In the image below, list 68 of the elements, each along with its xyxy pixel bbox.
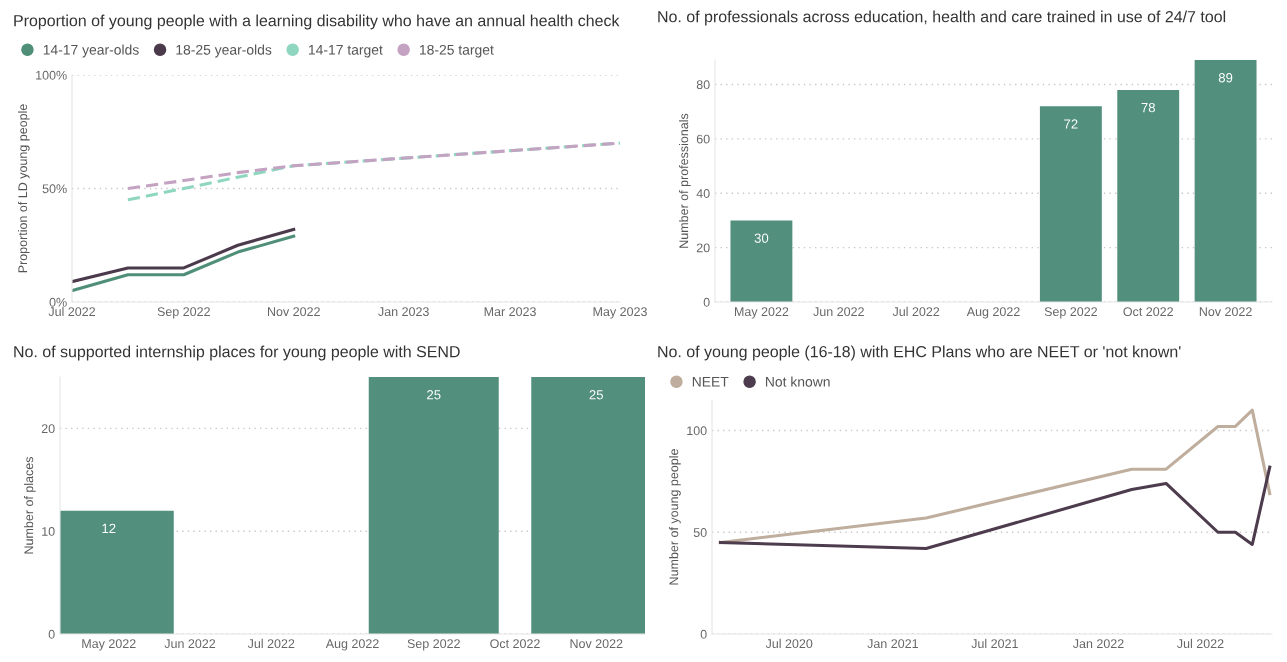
x-tick-label: Sep 2022 [407, 639, 460, 651]
x-tick-label: Sep 2022 [157, 307, 210, 319]
x-tick-label: Jul 2020 [765, 638, 813, 649]
x-tick-label: Jan 2022 [1072, 639, 1124, 649]
data-label: 78 [1141, 102, 1155, 113]
chart-title: Proportion of young people with a learning disability who have an annual health check [14, 14, 620, 30]
x-tick-label: Sep 2022 [1044, 307, 1097, 319]
x-tick-label: Jul 2022 [247, 638, 295, 649]
bar [1039, 106, 1102, 302]
y-tick-label: 20 [41, 424, 55, 434]
line-series [72, 227, 296, 284]
x-tick-label: Jul 2022 [1177, 638, 1224, 649]
line-series [718, 465, 1272, 551]
legend-label: 14-17 target [308, 45, 383, 58]
legend-label: 18-25 year-olds [176, 44, 272, 58]
x-tick-label: Aug 2022 [966, 307, 1020, 319]
x-tick-label: Nov 2022 [268, 307, 320, 317]
legend-label: 18-25 target [419, 44, 494, 58]
y-axis-title: Number of places [24, 456, 36, 554]
y-tick-label: 0 [703, 297, 710, 307]
x-tick-label: Jul 2022 [48, 306, 95, 317]
line-series [126, 141, 620, 202]
x-tick-label: Jan 2021 [867, 639, 918, 649]
y-axis-title: Number of professionals [679, 113, 691, 248]
chart-title: No. of supported internship places for young people with SEND [14, 345, 460, 361]
x-tick-label: Jun 2022 [164, 639, 216, 649]
x-tick-label: Nov 2022 [570, 639, 623, 649]
y-tick-label: 100% [36, 70, 67, 80]
y-tick-label: 50% [42, 184, 67, 194]
y-axis-title: Number of young people [669, 449, 681, 585]
y-tick-label: 0 [700, 629, 707, 639]
x-tick-label: May 2023 [593, 307, 647, 319]
x-tick-label: Oct 2022 [490, 639, 540, 649]
y-tick-label: 40 [696, 189, 710, 198]
y-tick-label: 20 [696, 243, 710, 253]
y-tick-label: 10 [42, 527, 55, 536]
data-label: 25 [427, 390, 441, 400]
line-series [72, 234, 296, 293]
x-tick-label: Aug 2022 [325, 639, 379, 651]
y-tick-label: 100 [687, 426, 707, 436]
x-tick-label: Jan 2023 [378, 307, 429, 317]
x-tick-label: Oct 2022 [1123, 307, 1173, 317]
y-tick-label: 0 [48, 629, 55, 639]
x-tick-label: Nov 2022 [1199, 307, 1252, 317]
data-label: 89 [1218, 73, 1233, 83]
data-label: 25 [589, 390, 604, 400]
legend-label: Not known [766, 376, 830, 387]
x-tick-label: Jul 2022 [892, 306, 940, 317]
x-tick-label: May 2022 [82, 639, 136, 651]
bar [1194, 60, 1257, 302]
legend-label: 14-17 year-olds [43, 44, 139, 58]
x-tick-label: Jul 2021 [971, 638, 1018, 649]
y-tick-label: 80 [696, 80, 710, 90]
bar [730, 220, 793, 302]
y-tick-label: 50 [693, 528, 707, 537]
y-tick-label: 60 [696, 134, 710, 144]
data-label: 72 [1064, 119, 1078, 129]
x-tick-label: May 2022 [735, 307, 789, 319]
y-tick-label: 0% [49, 297, 67, 307]
legend-label: NEET [692, 377, 729, 387]
bar [1117, 89, 1180, 302]
x-tick-label: Mar 2023 [484, 307, 536, 317]
chart-title: No. of professionals across education, health and care trained in use of 24/7 tool [658, 10, 1226, 26]
data-label: 30 [754, 233, 769, 243]
y-axis-title: Proportion of LD young people [17, 104, 30, 273]
x-tick-label: Jun 2022 [813, 307, 864, 317]
chart-title: No. of young people (16-18) with EHC Plans who are NEET or 'not known' [658, 345, 1181, 361]
data-label: 12 [102, 523, 116, 533]
